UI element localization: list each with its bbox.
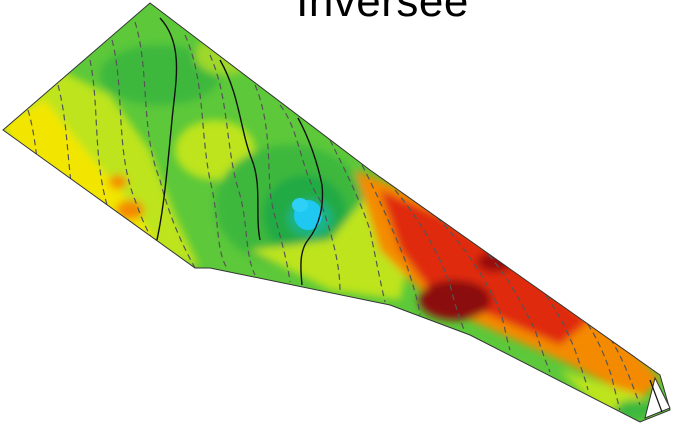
contour-dashed bbox=[279, 104, 341, 293]
zone-north-green bbox=[100, 45, 220, 105]
contour-dashed bbox=[134, 21, 196, 269]
field-tip-outline bbox=[644, 376, 671, 419]
contour-dashed bbox=[184, 34, 229, 271]
contour-solid bbox=[219, 59, 261, 241]
zone-ridge-darkred-2 bbox=[477, 252, 513, 272]
zone-west-yellow bbox=[3, 100, 155, 240]
zone-west-orange-2 bbox=[109, 175, 127, 189]
anomaly-blue-2 bbox=[292, 198, 308, 212]
tip-contour bbox=[649, 379, 663, 413]
contour-dashed bbox=[361, 164, 421, 316]
contour-dashed bbox=[57, 84, 81, 231]
field-outline bbox=[2, 2, 671, 423]
zone-west-orange bbox=[116, 200, 144, 220]
contour-dashed bbox=[569, 299, 621, 411]
zone-ridge-orange-spot bbox=[580, 338, 620, 362]
contour-dashed bbox=[394, 189, 466, 333]
contour-solid bbox=[297, 117, 324, 286]
contour-dashed bbox=[429, 209, 511, 351]
map-title: Inversee bbox=[296, 0, 469, 26]
zone-ridge-darkred bbox=[419, 280, 491, 320]
contour-dashed bbox=[254, 84, 291, 283]
contour-dashed bbox=[474, 239, 551, 373]
